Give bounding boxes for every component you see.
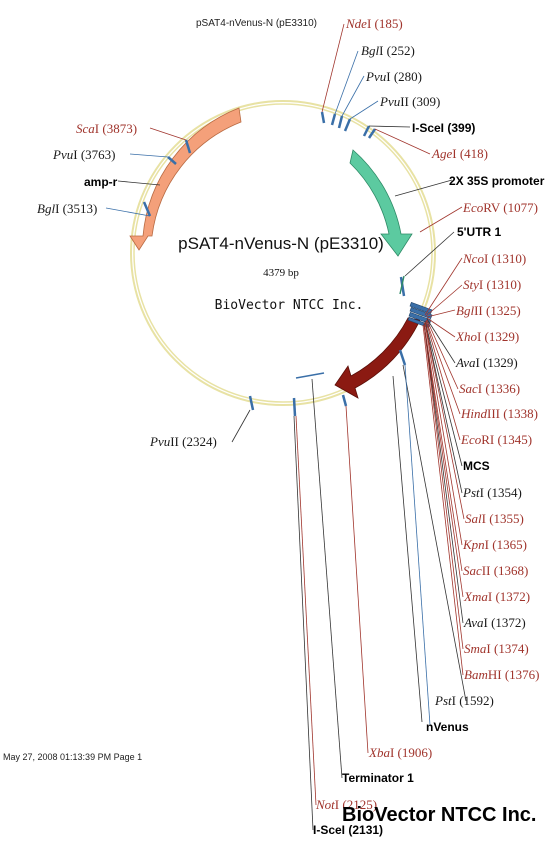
site-label-agei: AgeI (418) [431,146,488,161]
site-label-xhoi: XhoI (1329) [455,329,519,344]
site-label-xmai: XmaI (1372) [463,589,530,604]
plasmid-backbone [130,100,436,406]
site-label-pvuii-2: PvuII (2324) [149,434,217,449]
site-label-psti: PstI (1354) [462,485,522,500]
site-label-sali: SalI (1355) [465,511,524,526]
site-label-ncoi: NcoI (1310) [462,251,526,266]
feature-label-terminator: Terminator 1 [342,771,414,785]
site-label-saci: SacI (1336) [459,381,520,396]
feature-label-mcs: MCS [463,459,490,473]
site-label-styi: StyI (1310) [463,277,521,292]
feature-label-isce1-bottom: I-SceI (2131) [313,823,383,837]
plasmid-name: pSAT4-nVenus-N (pE3310) [178,234,384,253]
feature-label-nvenus: nVenus [426,720,469,734]
plasmid-size: 4379 bp [263,267,299,279]
feature-label-promoter: 2X 35S promoter [449,174,545,188]
site-label-ndei: NdeI (185) [345,16,403,31]
site-label-sacii: SacII (1368) [463,563,528,578]
watermark-company: BioVector NTCC Inc. [342,804,536,826]
nvenus-arrow [334,317,421,399]
site-label-pvui-2: PvuI (3763) [52,147,115,162]
footer-timestamp: May 27, 2008 01:13:39 PM Page 1 [3,752,142,762]
feature-label-amp-r: amp-r [84,175,118,189]
site-label-noti: NotI (2125) [315,797,377,812]
site-label-bgli: BglI (252) [361,43,415,58]
feature-label-utr5: 5'UTR 1 [457,225,502,239]
company-name: BioVector NTCC Inc. [215,298,364,313]
site-label-ecori: EcoRI (1345) [460,432,532,447]
site-label-kpni: KpnI (1365) [462,537,527,552]
site-label-bglii: BglII (1325) [456,303,521,318]
site-label-psti-2: PstI (1592) [434,693,494,708]
site-label-scai: ScaI (3873) [76,121,137,136]
utr5-tick [399,275,405,295]
leader-lines [105,23,467,831]
feature-label-isce1-top: I-SceI (399) [412,121,475,135]
site-label-avai-2: AvaI (1372) [463,615,526,630]
site-label-xbai: XbaI (1906) [368,745,432,760]
amp-r-arrow [129,107,242,251]
terminator-tick [295,372,325,379]
site-label-pvuii: PvuII (309) [379,94,440,109]
promoter-35s-arrow [349,149,413,257]
site-label-bgli-2: BglI (3513) [37,201,97,216]
site-ticks [142,111,407,417]
site-label-bamhi: BamHI (1376) [464,667,539,682]
site-label-smai: SmaI (1374) [464,641,529,656]
map-header: pSAT4-nVenus-N (pE3310) [196,18,317,29]
site-label-ecorv: EcoRV (1077) [462,200,538,215]
site-label-hindiii: HindIII (1338) [460,406,538,421]
site-label-avai: AvaI (1329) [455,355,518,370]
site-label-pvui: PvuI (280) [365,69,422,84]
